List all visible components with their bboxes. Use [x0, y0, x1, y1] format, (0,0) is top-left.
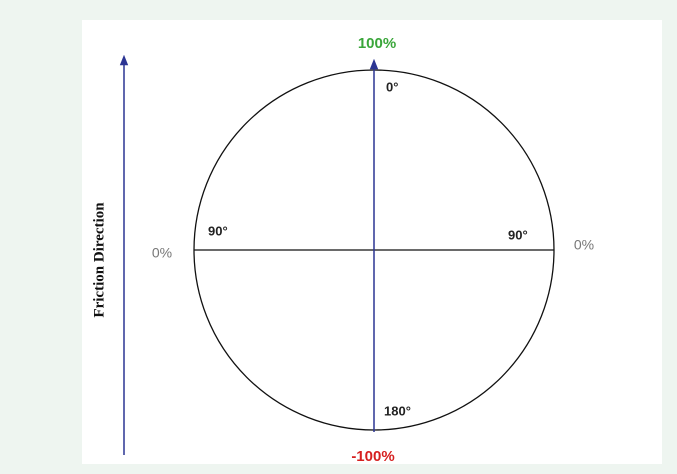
left-percent: 0% [152, 245, 172, 261]
right-percent: 0% [574, 237, 594, 253]
top-percent: 100% [358, 35, 396, 52]
panel [82, 20, 662, 464]
bottom-angle: 180° [384, 403, 411, 418]
bottom-percent: -100% [351, 448, 394, 465]
axis-label: Friction Direction [91, 202, 107, 318]
left-angle: 90° [208, 223, 228, 238]
top-angle: 0° [386, 79, 398, 94]
right-angle: 90° [508, 227, 528, 242]
